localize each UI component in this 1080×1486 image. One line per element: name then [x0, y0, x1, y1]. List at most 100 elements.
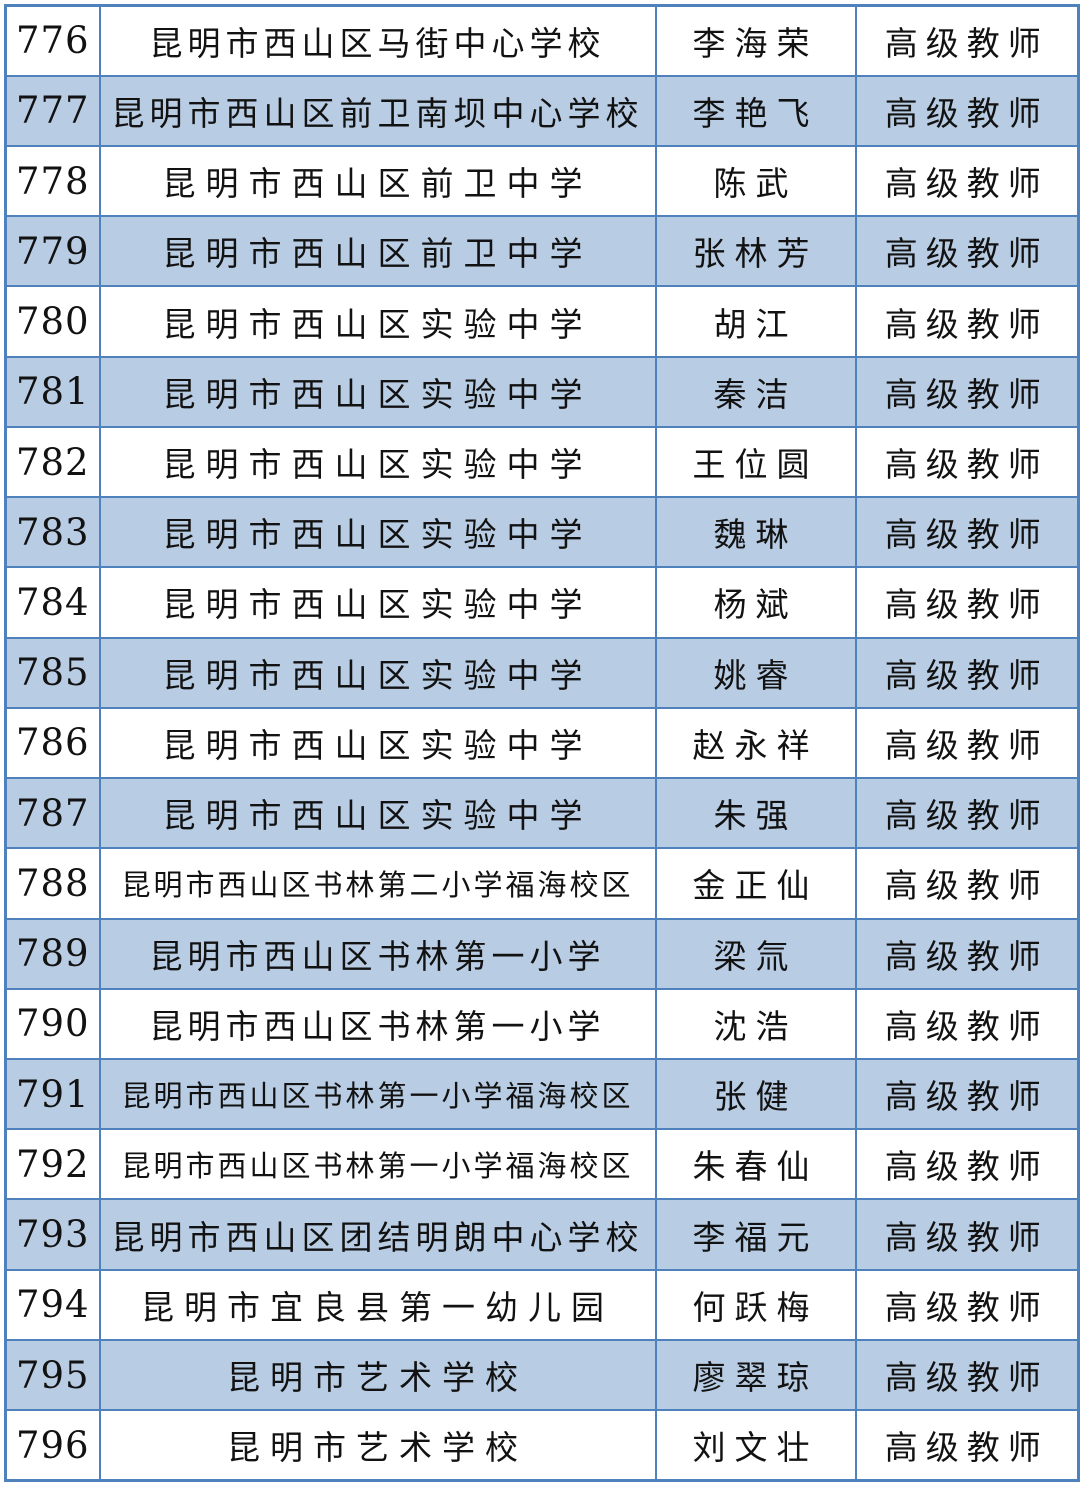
teacher-name-cell: 何跃梅: [654, 1268, 857, 1341]
row-number-cell: 787: [4, 777, 101, 850]
job-title-cell: 高级教师: [854, 566, 1080, 639]
teacher-name-cell: 姚睿: [654, 636, 857, 709]
table-row: 796 昆明市艺术学校 刘文壮 高级教师: [4, 1409, 1080, 1482]
school-name-cell: 昆明市西山区前卫南坝中心学校: [98, 74, 657, 147]
table-row: 794 昆明市宜良县第一幼儿园 何跃梅 高级教师: [4, 1268, 1080, 1341]
table-row: 777 昆明市西山区前卫南坝中心学校 李艳飞 高级教师: [4, 74, 1080, 147]
row-number-cell: 782: [4, 425, 101, 499]
school-name-cell: 昆明市西山区书林第一小学福海校区: [98, 1128, 657, 1201]
job-title-cell: 高级教师: [854, 74, 1080, 147]
school-name-cell: 昆明市西山区实验中学: [98, 496, 657, 569]
school-name-cell: 昆明市西山区实验中学: [98, 285, 657, 358]
table-row: 780 昆明市西山区实验中学 胡江 高级教师: [4, 285, 1080, 358]
row-number-cell: 777: [4, 74, 101, 147]
job-title-cell: 高级教师: [854, 1128, 1080, 1201]
teacher-name-cell: 李海荣: [654, 4, 857, 77]
school-name-cell: 昆明市西山区实验中学: [98, 425, 657, 499]
job-title-cell: 高级教师: [854, 355, 1080, 428]
teacher-name-cell: 张林芳: [654, 215, 857, 288]
teacher-name-cell: 胡江: [654, 285, 857, 358]
table-row: 789 昆明市西山区书林第一小学 梁氚 高级教师: [4, 917, 1080, 990]
job-title-cell: 高级教师: [854, 847, 1080, 920]
school-name-cell: 昆明市西山区书林第一小学福海校区: [98, 1058, 657, 1131]
school-name-cell: 昆明市西山区实验中学: [98, 566, 657, 639]
table-row: 783 昆明市西山区实验中学 魏琳 高级教师: [4, 496, 1080, 569]
job-title-cell: 高级教师: [854, 496, 1080, 569]
school-name-cell: 昆明市西山区实验中学: [98, 355, 657, 428]
job-title-cell: 高级教师: [854, 777, 1080, 850]
row-number-cell: 776: [4, 4, 101, 77]
school-name-cell: 昆明市西山区团结明朗中心学校: [98, 1198, 657, 1271]
job-title-cell: 高级教师: [854, 706, 1080, 780]
table-row: 784 昆明市西山区实验中学 杨斌 高级教师: [4, 566, 1080, 639]
row-number-cell: 779: [4, 215, 101, 288]
job-title-cell: 高级教师: [854, 917, 1080, 990]
table-row: 790 昆明市西山区书林第一小学 沈浩 高级教师: [4, 987, 1080, 1061]
job-title-cell: 高级教师: [854, 4, 1080, 77]
row-number-cell: 790: [4, 987, 101, 1061]
job-title-cell: 高级教师: [854, 987, 1080, 1061]
row-number-cell: 780: [4, 285, 101, 358]
teacher-name-cell: 朱强: [654, 777, 857, 850]
teacher-name-cell: 朱春仙: [654, 1128, 857, 1201]
school-name-cell: 昆明市西山区前卫中学: [98, 144, 657, 218]
school-name-cell: 昆明市西山区前卫中学: [98, 215, 657, 288]
school-name-cell: 昆明市宜良县第一幼儿园: [98, 1268, 657, 1341]
teacher-name-cell: 李福元: [654, 1198, 857, 1271]
row-number-cell: 784: [4, 566, 101, 639]
teacher-name-cell: 梁氚: [654, 917, 857, 990]
school-name-cell: 昆明市艺术学校: [98, 1409, 657, 1482]
row-number-cell: 785: [4, 636, 101, 709]
job-title-cell: 高级教师: [854, 215, 1080, 288]
table-row: 788 昆明市西山区书林第二小学福海校区 金正仙 高级教师: [4, 847, 1080, 920]
table-row: 786 昆明市西山区实验中学 赵永祥 高级教师: [4, 706, 1080, 780]
job-title-cell: 高级教师: [854, 285, 1080, 358]
school-name-cell: 昆明市西山区实验中学: [98, 636, 657, 709]
school-name-cell: 昆明市西山区实验中学: [98, 706, 657, 780]
table-row: 782 昆明市西山区实验中学 王位圆 高级教师: [4, 425, 1080, 499]
job-title-cell: 高级教师: [854, 1058, 1080, 1131]
table-row: 778 昆明市西山区前卫中学 陈武 高级教师: [4, 144, 1080, 218]
teacher-name-cell: 刘文壮: [654, 1409, 857, 1482]
row-number-cell: 791: [4, 1058, 101, 1131]
teacher-name-cell: 张健: [654, 1058, 857, 1131]
table-row: 795 昆明市艺术学校 廖翠琼 高级教师: [4, 1338, 1080, 1412]
teacher-name-cell: 陈武: [654, 144, 857, 218]
teacher-name-cell: 王位圆: [654, 425, 857, 499]
table-row: 792 昆明市西山区书林第一小学福海校区 朱春仙 高级教师: [4, 1128, 1080, 1201]
school-name-cell: 昆明市西山区书林第一小学: [98, 917, 657, 990]
table-row: 776 昆明市西山区马街中心学校 李海荣 高级教师: [4, 4, 1080, 77]
job-title-cell: 高级教师: [854, 425, 1080, 499]
teacher-name-cell: 赵永祥: [654, 706, 857, 780]
row-number-cell: 795: [4, 1338, 101, 1412]
row-number-cell: 788: [4, 847, 101, 920]
table-row: 787 昆明市西山区实验中学 朱强 高级教师: [4, 777, 1080, 850]
school-name-cell: 昆明市西山区实验中学: [98, 777, 657, 850]
table-row: 791 昆明市西山区书林第一小学福海校区 张健 高级教师: [4, 1058, 1080, 1131]
row-number-cell: 794: [4, 1268, 101, 1341]
row-number-cell: 792: [4, 1128, 101, 1201]
teacher-name-cell: 杨斌: [654, 566, 857, 639]
job-title-cell: 高级教师: [854, 144, 1080, 218]
row-number-cell: 783: [4, 496, 101, 569]
job-title-cell: 高级教师: [854, 1409, 1080, 1482]
row-number-cell: 778: [4, 144, 101, 218]
teacher-roster-table: 776 昆明市西山区马街中心学校 李海荣 高级教师 777 昆明市西山区前卫南坝…: [4, 4, 1080, 1482]
row-number-cell: 789: [4, 917, 101, 990]
table-row: 781 昆明市西山区实验中学 秦洁 高级教师: [4, 355, 1080, 428]
row-number-cell: 793: [4, 1198, 101, 1271]
school-name-cell: 昆明市西山区书林第一小学: [98, 987, 657, 1061]
teacher-name-cell: 沈浩: [654, 987, 857, 1061]
table-row: 779 昆明市西山区前卫中学 张林芳 高级教师: [4, 215, 1080, 288]
teacher-name-cell: 廖翠琼: [654, 1338, 857, 1412]
table-row: 785 昆明市西山区实验中学 姚睿 高级教师: [4, 636, 1080, 709]
teacher-name-cell: 魏琳: [654, 496, 857, 569]
row-number-cell: 786: [4, 706, 101, 780]
job-title-cell: 高级教师: [854, 1268, 1080, 1341]
teacher-name-cell: 李艳飞: [654, 74, 857, 147]
row-number-cell: 796: [4, 1409, 101, 1482]
teacher-name-cell: 金正仙: [654, 847, 857, 920]
school-name-cell: 昆明市西山区马街中心学校: [98, 4, 657, 77]
school-name-cell: 昆明市艺术学校: [98, 1338, 657, 1412]
